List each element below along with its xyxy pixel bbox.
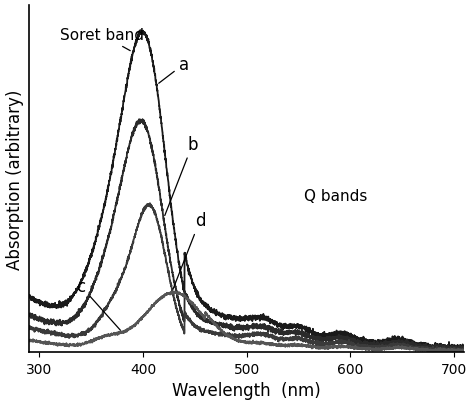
Text: Q bands: Q bands	[303, 189, 367, 204]
Text: c: c	[76, 277, 120, 330]
X-axis label: Wavelength  (nm): Wavelength (nm)	[172, 382, 321, 399]
Y-axis label: Absorption (arbitrary): Absorption (arbitrary)	[6, 89, 24, 269]
Text: d: d	[173, 211, 205, 290]
Text: Soret band: Soret band	[60, 28, 144, 51]
Text: a: a	[159, 55, 190, 84]
Text: b: b	[165, 135, 198, 216]
